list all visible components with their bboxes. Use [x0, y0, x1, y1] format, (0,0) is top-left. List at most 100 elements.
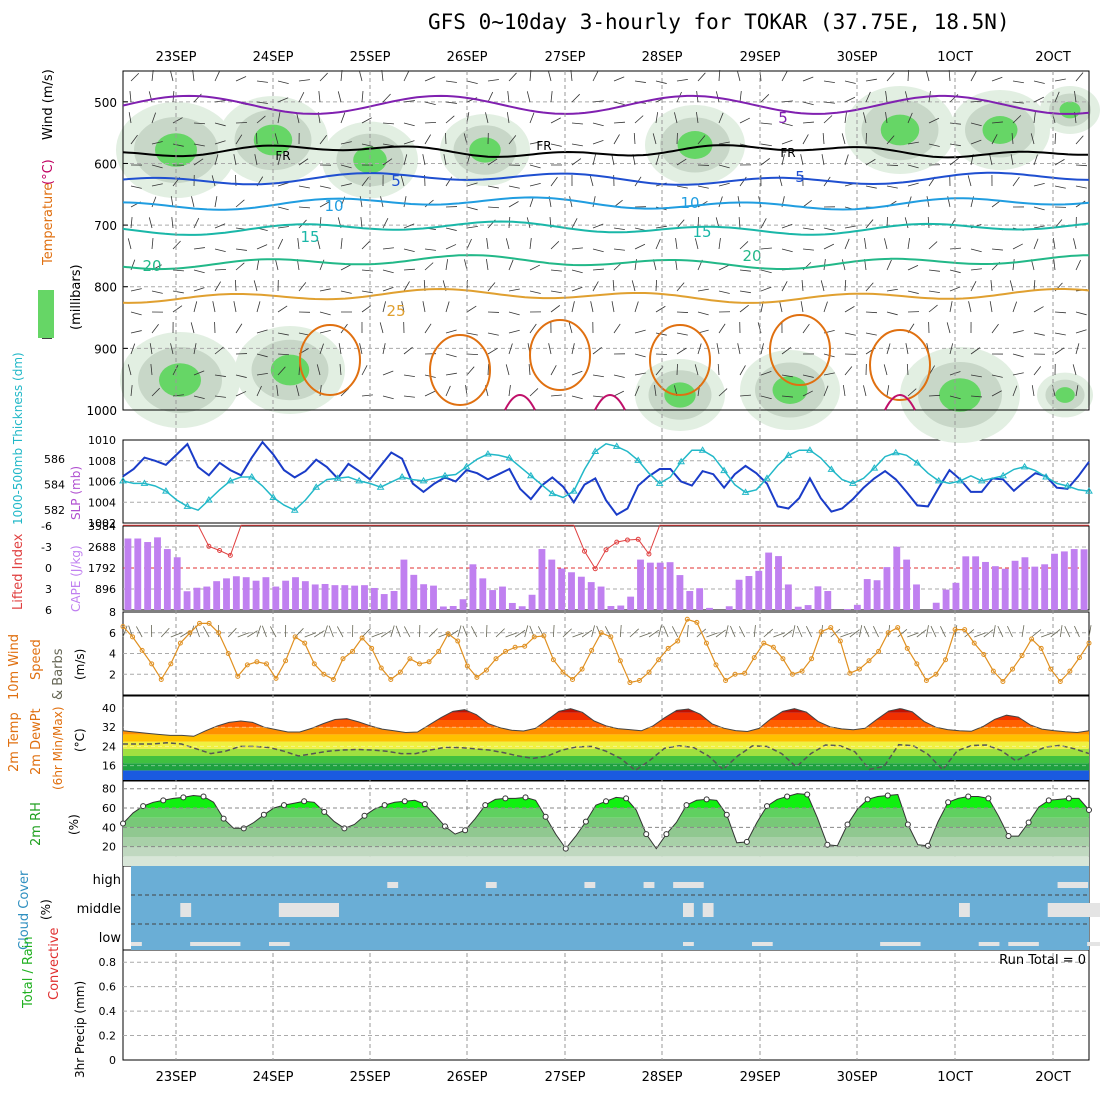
rh-point — [864, 796, 871, 803]
wind-barb — [974, 632, 986, 638]
wind-barb — [485, 112, 489, 124]
wind-barb — [907, 182, 919, 187]
thickness-point — [312, 483, 321, 490]
wind-barb — [214, 100, 226, 103]
upper-frame — [122, 70, 1090, 411]
isotherm-25 — [122, 287, 1090, 304]
wind-barb — [989, 301, 993, 313]
cape-bar — [597, 586, 605, 610]
wind-barb — [319, 288, 331, 292]
cape-bar — [1011, 560, 1019, 610]
rh-point — [925, 842, 931, 849]
thickness-point — [1063, 481, 1072, 489]
wind-barb — [214, 346, 224, 355]
cloud-patch — [683, 882, 694, 888]
wind-barb — [907, 265, 919, 271]
wind-barb — [358, 70, 363, 82]
rh-point — [381, 802, 388, 809]
wind-barb — [948, 70, 951, 82]
wind-barb — [865, 332, 877, 336]
wind-barb — [172, 143, 184, 147]
wind-barb — [983, 629, 994, 638]
wind-barb — [655, 80, 667, 84]
wind-speed-point — [177, 640, 183, 646]
li-point — [635, 536, 641, 542]
wind-barb — [529, 141, 541, 145]
wind-barb — [928, 117, 940, 124]
thickness-point — [398, 473, 406, 480]
wind-barb — [1064, 625, 1071, 638]
wind-barb — [340, 290, 352, 294]
wind-barb — [1054, 311, 1067, 314]
date-label-bottom: 29SEP — [740, 1070, 781, 1085]
wind-speed-point — [828, 625, 834, 631]
wind-barb — [235, 134, 243, 145]
wind-barb — [277, 332, 289, 336]
temp-band — [123, 770, 1089, 780]
wind-barb — [796, 625, 803, 638]
rh-point — [703, 796, 710, 803]
wind-barb — [424, 323, 432, 334]
wind-barb — [151, 196, 157, 208]
wind-tick-label: 6 — [109, 627, 116, 640]
cape-bar — [262, 577, 270, 610]
wind-barb — [992, 625, 996, 638]
wind-barb — [233, 154, 237, 166]
wind-barb — [550, 176, 558, 187]
temp-tick-label: 40 — [102, 702, 116, 715]
wind-barb — [760, 94, 770, 103]
cloud-patch — [890, 942, 901, 946]
wind-barb — [897, 628, 908, 638]
wind-barb — [865, 282, 874, 292]
thickness-point — [247, 473, 256, 480]
wind-barb — [634, 243, 646, 250]
cloud-patch — [1028, 942, 1039, 946]
cloud-patch — [387, 882, 399, 888]
wind-barb — [592, 374, 604, 378]
rh-point — [844, 821, 851, 828]
wind-barb — [487, 332, 499, 336]
wind-barb — [781, 100, 793, 103]
wind-speed-point — [684, 616, 690, 622]
cloud-patch — [1067, 903, 1079, 917]
wind-barb — [1012, 243, 1023, 250]
wind-barb — [256, 132, 258, 145]
rh-point — [904, 821, 911, 828]
wind-speed-point — [302, 640, 308, 646]
wind-barb — [526, 91, 531, 103]
wind-unit-label: (m/s) — [73, 649, 87, 680]
wind-barb — [671, 626, 679, 638]
date-label-top: 30SEP — [837, 50, 878, 65]
wind-barb — [571, 286, 583, 292]
wind-barb — [739, 290, 751, 294]
wind-barb — [361, 176, 369, 187]
wind-barb — [193, 395, 205, 400]
wind-barb — [760, 395, 772, 400]
wind-barb — [254, 154, 258, 166]
wind-barb — [760, 143, 772, 147]
wind-barb — [382, 143, 394, 147]
rh-point — [884, 792, 891, 799]
cape-bar — [844, 609, 851, 610]
rh-point — [1045, 797, 1052, 804]
wind-speed-point — [770, 644, 776, 650]
wind-barb — [613, 76, 625, 82]
rh-axis-label: 2m RH — [29, 802, 44, 846]
wind-barb — [738, 626, 746, 638]
wind-barb — [997, 625, 1004, 638]
isotherm-15 — [122, 220, 1090, 236]
wind-speed-point — [732, 671, 738, 677]
wind-barb — [529, 264, 541, 271]
wind-barb — [590, 301, 594, 313]
rh-point — [462, 827, 469, 834]
wind-barb — [403, 626, 411, 638]
wind-speed-point — [455, 638, 461, 644]
wind-barb — [802, 227, 814, 231]
wind-barb — [403, 395, 415, 398]
date-label-top: 23SEP — [156, 50, 197, 65]
wind-speed-point — [608, 634, 614, 640]
wind-speed-point — [627, 680, 633, 686]
rh-band — [123, 817, 1089, 828]
cloud-patch — [1047, 903, 1059, 917]
wind-barb — [964, 629, 975, 638]
